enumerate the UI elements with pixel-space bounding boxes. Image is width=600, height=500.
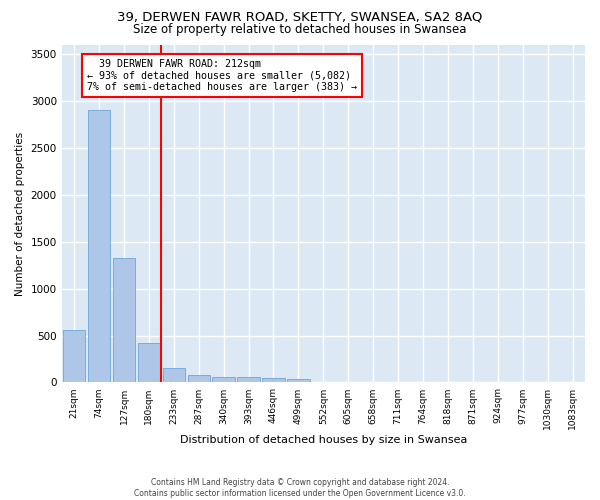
X-axis label: Distribution of detached houses by size in Swansea: Distribution of detached houses by size …	[179, 435, 467, 445]
Text: 39, DERWEN FAWR ROAD, SKETTY, SWANSEA, SA2 8AQ: 39, DERWEN FAWR ROAD, SKETTY, SWANSEA, S…	[118, 10, 482, 23]
Bar	[238, 378, 260, 382]
Text: Size of property relative to detached houses in Swansea: Size of property relative to detached ho…	[133, 22, 467, 36]
Bar	[137, 343, 160, 382]
Text: Contains HM Land Registry data © Crown copyright and database right 2024.
Contai: Contains HM Land Registry data © Crown c…	[134, 478, 466, 498]
Bar	[113, 258, 135, 382]
Bar	[262, 378, 285, 382]
Text: 39 DERWEN FAWR ROAD: 212sqm
← 93% of detached houses are smaller (5,082)
7% of s: 39 DERWEN FAWR ROAD: 212sqm ← 93% of det…	[86, 59, 356, 92]
Bar	[88, 110, 110, 382]
Bar	[163, 368, 185, 382]
Bar	[287, 378, 310, 382]
Bar	[188, 375, 210, 382]
Bar	[63, 330, 85, 382]
Y-axis label: Number of detached properties: Number of detached properties	[15, 132, 25, 296]
Bar	[212, 377, 235, 382]
